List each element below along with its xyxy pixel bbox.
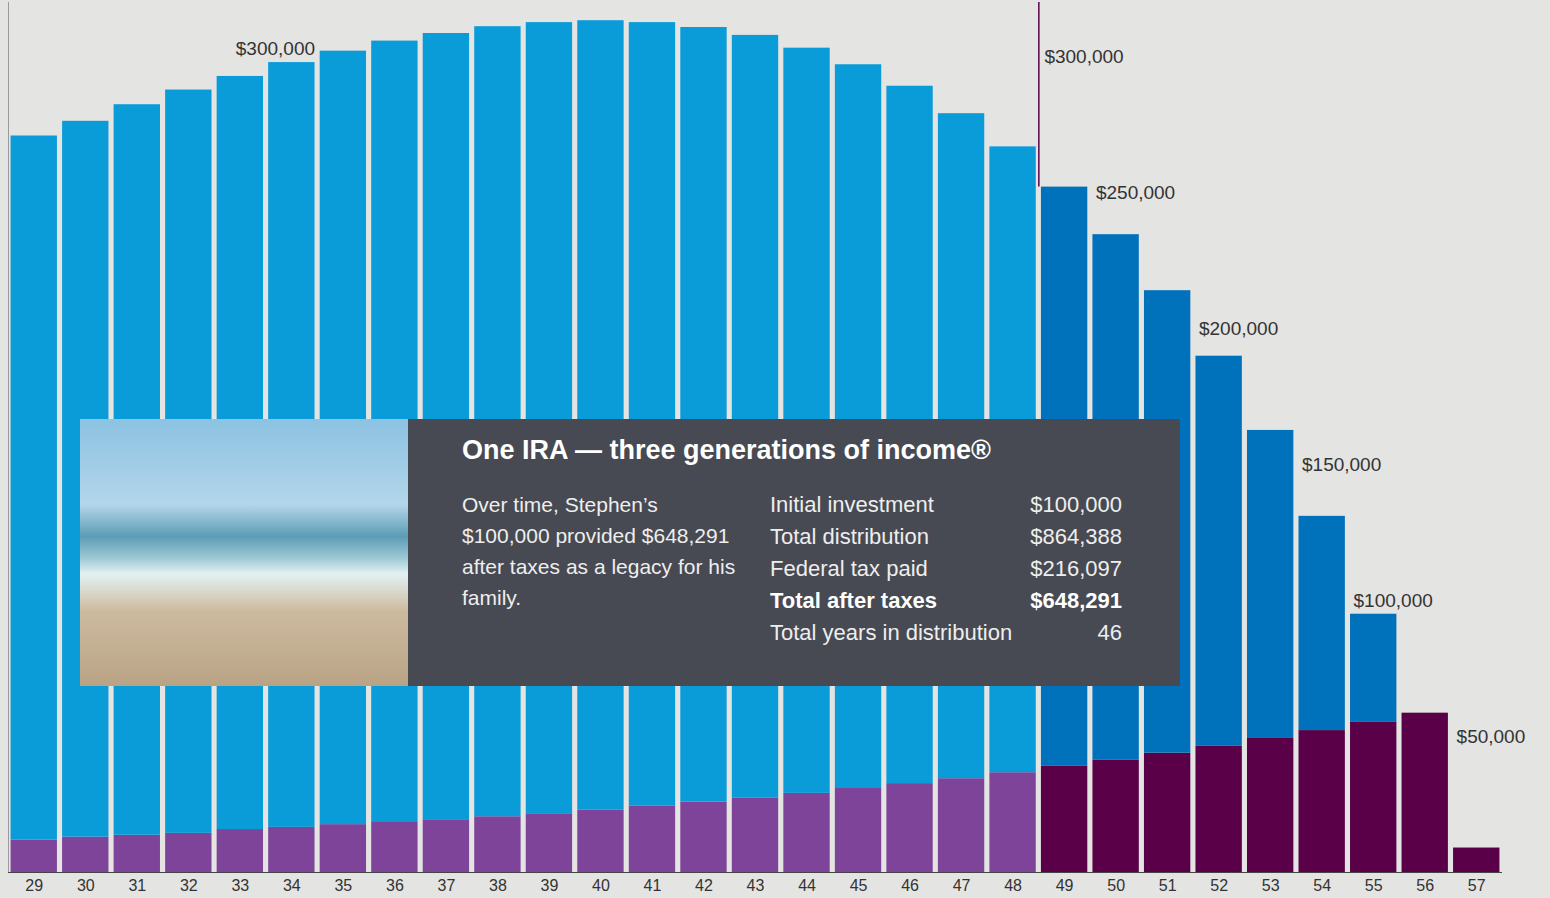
- svg-text:45: 45: [850, 877, 868, 894]
- html-text:Federal tax paid: Federal tax paid: [770, 556, 928, 581]
- svg-text:57: 57: [1468, 877, 1486, 894]
- svg-text:$50,000: $50,000: [1457, 726, 1526, 747]
- svg-text:52: 52: [1210, 877, 1228, 894]
- html-text:Total distribution: Total distribution: [770, 524, 929, 549]
- html-text:Over time, Stephen’s $100,000: Over time, Stephen’s $100,000 provided $…: [462, 493, 736, 609]
- svg-text:54: 54: [1313, 877, 1331, 894]
- svg-text:38: 38: [489, 877, 507, 894]
- svg-text:50: 50: [1107, 877, 1125, 894]
- html-text:Total after taxes: Total after taxes: [770, 588, 938, 613]
- html-text:46: 46: [1097, 620, 1122, 645]
- html-text:One IRA — three generations of: One IRA — three generations of income®: [462, 435, 991, 465]
- svg-text:$150,000: $150,000: [1302, 454, 1381, 475]
- svg-text:36: 36: [386, 877, 404, 894]
- svg-text:$200,000: $200,000: [1199, 318, 1278, 339]
- svg-text:42: 42: [695, 877, 713, 894]
- svg-text:37: 37: [437, 877, 455, 894]
- svg-text:$100,000: $100,000: [1354, 590, 1433, 611]
- svg-text:41: 41: [644, 877, 662, 894]
- svg-text:51: 51: [1159, 877, 1177, 894]
- svg-text:$300,000: $300,000: [236, 38, 315, 59]
- svg-text:49: 49: [1056, 877, 1074, 894]
- svg-text:53: 53: [1262, 877, 1280, 894]
- svg-text:47: 47: [953, 877, 971, 894]
- svg-text:33: 33: [231, 877, 249, 894]
- html-text:$648,291: $648,291: [1030, 588, 1122, 613]
- html-text:Initial investment: Initial investment: [770, 492, 934, 517]
- html-text:$216,097: $216,097: [1030, 556, 1122, 581]
- svg-text:34: 34: [283, 877, 301, 894]
- svg-text:43: 43: [747, 877, 765, 894]
- svg-text:46: 46: [901, 877, 919, 894]
- svg-text:32: 32: [180, 877, 198, 894]
- svg-text:35: 35: [334, 877, 352, 894]
- svg-text:48: 48: [1004, 877, 1022, 894]
- svg-text:40: 40: [592, 877, 610, 894]
- svg-text:55: 55: [1365, 877, 1383, 894]
- svg-text:56: 56: [1416, 877, 1434, 894]
- html-text:$864,388: $864,388: [1030, 524, 1122, 549]
- html-text:$100,000: $100,000: [1030, 492, 1122, 517]
- svg-text:31: 31: [128, 877, 146, 894]
- svg-text:$250,000: $250,000: [1096, 182, 1175, 203]
- svg-text:$300,000: $300,000: [1044, 46, 1123, 67]
- svg-text:39: 39: [541, 877, 559, 894]
- svg-text:29: 29: [25, 877, 43, 894]
- svg-text:44: 44: [798, 877, 816, 894]
- svg-text:30: 30: [77, 877, 95, 894]
- html-text:Total years in distribution: Total years in distribution: [770, 620, 1013, 645]
